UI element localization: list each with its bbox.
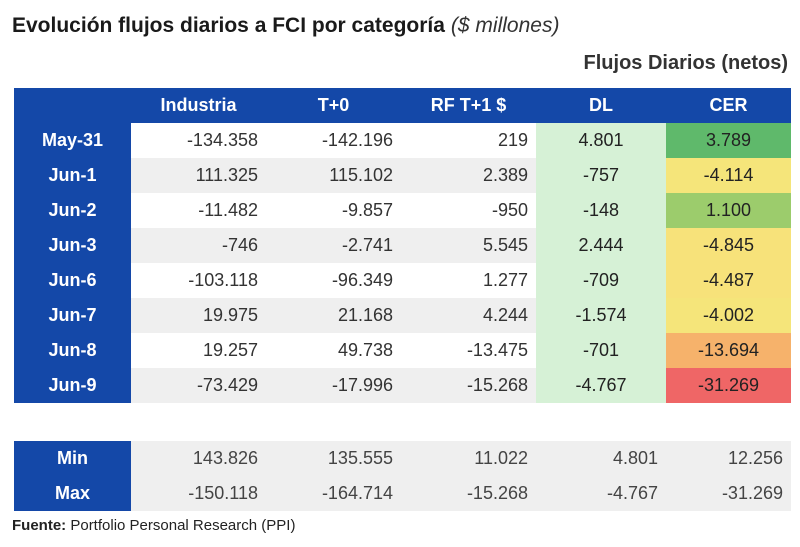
- row-label: Jun-6: [14, 263, 131, 298]
- table-row: Jun-6 -103.118 -96.349 1.277 -709 -4.487: [14, 263, 791, 298]
- summary-cell: -4.767: [536, 476, 666, 511]
- flows-table: Industria T+0 RF T+1 $ DL CER May-31 -134…: [14, 88, 791, 438]
- table-cell: 1.100: [666, 193, 791, 228]
- summary-cell: -15.268: [401, 476, 536, 511]
- table-row: May-31 -134.358 -142.196 219 4.801 3.789: [14, 123, 791, 158]
- table-cell: 111.325: [131, 158, 266, 193]
- table-cell: -4.002: [666, 298, 791, 333]
- title-unit: ($ millones): [450, 14, 560, 37]
- table-cell: -96.349: [266, 263, 401, 298]
- table-cell: -2.741: [266, 228, 401, 263]
- table-subtitle: Flujos Diarios (netos): [583, 52, 788, 74]
- table-cell: -11.482: [131, 193, 266, 228]
- summary-row: Max -150.118 -164.714 -15.268 -4.767 -31.269: [14, 476, 791, 511]
- table-cell: -13.694: [666, 333, 791, 368]
- table-cell: -1.574: [536, 298, 666, 333]
- table-cell: 5.545: [401, 228, 536, 263]
- summary-cell: 12.256: [666, 441, 791, 476]
- row-label: Jun-3: [14, 228, 131, 263]
- table-cell: -9.857: [266, 193, 401, 228]
- table-cell: 4.801: [536, 123, 666, 158]
- summary-cell: 4.801: [536, 441, 666, 476]
- row-label: Jun-1: [14, 158, 131, 193]
- table-cell: 19.257: [131, 333, 266, 368]
- table-row: Jun-7 19.975 21.168 4.244 -1.574 -4.002: [14, 298, 791, 333]
- summary-cell: -164.714: [266, 476, 401, 511]
- summary-table: Min 143.826 135.555 11.022 4.801 12.256 Max -15…: [14, 441, 791, 511]
- table-cell: -4.487: [666, 263, 791, 298]
- table-cell: -73.429: [131, 368, 266, 403]
- header-corner: [14, 88, 131, 123]
- summary-label: Max: [14, 476, 131, 511]
- col-header: T+0: [266, 88, 401, 123]
- table-cell: -4.845: [666, 228, 791, 263]
- row-label: Jun-9: [14, 368, 131, 403]
- table-cell: -15.268: [401, 368, 536, 403]
- table-cell: -142.196: [266, 123, 401, 158]
- table-cell: 1.277: [401, 263, 536, 298]
- table-cell: 2.444: [536, 228, 666, 263]
- table-cell: 4.244: [401, 298, 536, 333]
- col-header: RF T+1 $: [401, 88, 536, 123]
- table-cell: -148: [536, 193, 666, 228]
- table-cell: -709: [536, 263, 666, 298]
- row-label: Jun-7: [14, 298, 131, 333]
- table-cell: -13.475: [401, 333, 536, 368]
- table-cell: -950: [401, 193, 536, 228]
- table-cell: -4.767: [536, 368, 666, 403]
- row-label: May-31: [14, 123, 131, 158]
- table-cell: 19.975: [131, 298, 266, 333]
- summary-row: Min 143.826 135.555 11.022 4.801 12.256: [14, 441, 791, 476]
- summary-cell: 135.555: [266, 441, 401, 476]
- row-label: Jun-2: [14, 193, 131, 228]
- table-cell: -17.996: [266, 368, 401, 403]
- row-label: Jun-8: [14, 333, 131, 368]
- table-cell: 115.102: [266, 158, 401, 193]
- table-cell: -757: [536, 158, 666, 193]
- table-cell: -701: [536, 333, 666, 368]
- summary-cell: 11.022: [401, 441, 536, 476]
- col-header: DL: [536, 88, 666, 123]
- title-text: Evolución flujos diarios a FCI por categ…: [12, 14, 445, 37]
- table-cell: -134.358: [131, 123, 266, 158]
- table-row: Jun-2 -11.482 -9.857 -950 -148 1.100: [14, 193, 791, 228]
- table-cell: 3.789: [666, 123, 791, 158]
- table-cell: -746: [131, 228, 266, 263]
- table-cell: 49.738: [266, 333, 401, 368]
- table-cell: -31.269: [666, 368, 791, 403]
- table-row: Jun-1 111.325 115.102 2.389 -757 -4.114: [14, 158, 791, 193]
- footer-text: Portfolio Personal Research (PPI): [70, 517, 296, 534]
- table-cell: -103.118: [131, 263, 266, 298]
- table-cell: 21.168: [266, 298, 401, 333]
- summary-cell: 143.826: [131, 441, 266, 476]
- summary-cell: -150.118: [131, 476, 266, 511]
- table-cell: -4.114: [666, 158, 791, 193]
- table-row: Jun-9 -73.429 -17.996 -15.268 -4.767 -31.269: [14, 368, 791, 403]
- table-cell: 219: [401, 123, 536, 158]
- source-footer: Fuente: Portfolio Personal Research (PPI…: [12, 517, 295, 534]
- table-row: Jun-8 19.257 49.738 -13.475 -701 -13.694: [14, 333, 791, 368]
- page-title: Evolución flujos diarios a FCI por categ…: [12, 14, 559, 38]
- summary-label: Min: [14, 441, 131, 476]
- footer-label: Fuente:: [12, 517, 67, 534]
- col-header: Industria: [131, 88, 266, 123]
- summary-cell: -31.269: [666, 476, 791, 511]
- col-header: CER: [666, 88, 791, 123]
- table-row: Jun-3 -746 -2.741 5.545 2.444 -4.845: [14, 228, 791, 263]
- table-cell: 2.389: [401, 158, 536, 193]
